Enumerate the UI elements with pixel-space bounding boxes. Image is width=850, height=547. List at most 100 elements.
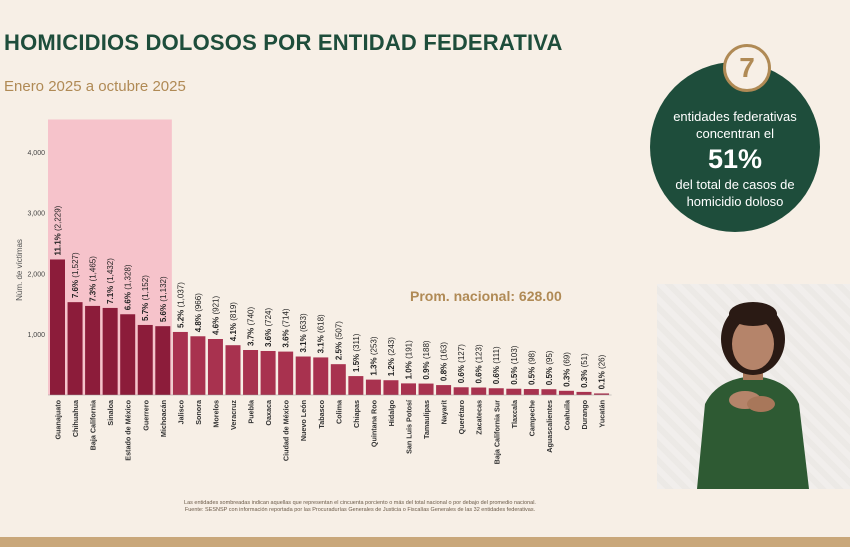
bar bbox=[348, 376, 364, 395]
x-tick-label: Querétaro bbox=[457, 399, 466, 434]
data-label-value: (714) bbox=[282, 308, 291, 327]
data-label-percent: 0.6% bbox=[457, 363, 466, 383]
data-label: 11.1% (2,229) bbox=[54, 205, 63, 255]
data-label: 3.7% (740) bbox=[247, 307, 256, 346]
x-tick-label: Yucatán bbox=[598, 400, 607, 428]
data-label-value: (724) bbox=[264, 308, 273, 327]
data-label: 3.6% (714) bbox=[282, 308, 291, 347]
data-label: 3.1% (618) bbox=[317, 314, 326, 353]
bar bbox=[313, 357, 329, 395]
data-label-value: (311) bbox=[352, 333, 361, 351]
data-label: 1.5% (311) bbox=[352, 333, 361, 372]
y-tick-label: 2,000 bbox=[27, 271, 45, 278]
data-label: 5.2% (1,037) bbox=[176, 282, 185, 328]
data-label: 4.1% (819) bbox=[229, 302, 238, 341]
bar bbox=[488, 388, 504, 395]
data-label-percent: 5.7% bbox=[141, 300, 150, 320]
x-tick-label: Ciudad de México bbox=[282, 399, 291, 461]
x-tick-label: Coahuila bbox=[562, 399, 571, 430]
bar bbox=[260, 350, 276, 395]
data-label-percent: 0.3% bbox=[580, 367, 589, 387]
data-label: 0.5% (95) bbox=[545, 350, 554, 385]
data-label-percent: 0.6% bbox=[492, 364, 501, 384]
footnote: Las entidades sombreadas indican aquella… bbox=[120, 500, 600, 514]
data-label: 3.1% (633) bbox=[299, 313, 308, 352]
x-tick-label: Jalisco bbox=[176, 399, 185, 424]
x-tick-label: Puebla bbox=[247, 399, 256, 424]
data-label-value: (127) bbox=[457, 344, 466, 363]
data-label: 1.2% (243) bbox=[387, 337, 396, 376]
data-label-percent: 7.1% bbox=[106, 283, 115, 303]
bar bbox=[207, 339, 223, 395]
x-tick-label: Tlaxcala bbox=[510, 399, 519, 428]
page-subtitle: Enero 2025 a octubre 2025 bbox=[4, 78, 186, 95]
data-label-value: (98) bbox=[527, 350, 536, 365]
data-label-percent: 4.8% bbox=[194, 312, 203, 332]
bar-chart: Núm. de víctimas 1,000 2,000 3,000 4,000 11.1… bbox=[15, 119, 612, 465]
data-label-percent: 3.7% bbox=[247, 326, 256, 346]
data-label-percent: 3.6% bbox=[264, 327, 273, 347]
data-label-percent: 7.6% bbox=[71, 278, 80, 298]
data-label-percent: 0.8% bbox=[440, 361, 449, 381]
data-label-value: (26) bbox=[598, 354, 607, 369]
data-label-value: (95) bbox=[545, 350, 554, 365]
national-average-label: Prom. nacional: 628.00 bbox=[410, 288, 562, 304]
data-label: 3.6% (724) bbox=[264, 308, 273, 347]
bar bbox=[418, 383, 434, 395]
data-label-value: (51) bbox=[580, 353, 589, 368]
y-tick-label: 3,000 bbox=[27, 211, 45, 218]
data-label-percent: 0.5% bbox=[527, 365, 536, 385]
y-tick-label: 4,000 bbox=[27, 150, 45, 157]
data-label: 0.9% (188) bbox=[422, 340, 431, 379]
data-label: 6.6% (1,328) bbox=[124, 264, 133, 310]
data-label-value: (740) bbox=[247, 307, 256, 326]
x-tick-label: Sonora bbox=[194, 399, 203, 425]
footnote-line2: Fuente: SESNSP con información reportada… bbox=[184, 507, 536, 513]
data-label: 0.3% (51) bbox=[580, 353, 589, 388]
data-label-value: (618) bbox=[317, 314, 326, 333]
bar bbox=[383, 380, 399, 395]
bar bbox=[506, 388, 522, 395]
data-label-percent: 3.1% bbox=[317, 333, 326, 353]
bar bbox=[190, 336, 206, 395]
data-label: 2.5% (507) bbox=[334, 321, 343, 360]
data-label-percent: 3.1% bbox=[299, 332, 308, 352]
data-label-value: (111) bbox=[492, 346, 501, 364]
data-label-value: (1,527) bbox=[71, 252, 80, 278]
data-label-value: (123) bbox=[475, 344, 484, 363]
bar bbox=[295, 356, 311, 395]
data-label: 4.8% (966) bbox=[194, 293, 203, 332]
bar bbox=[278, 351, 294, 395]
data-label-percent: 4.1% bbox=[229, 321, 238, 341]
x-tick-label: Oaxaca bbox=[264, 399, 273, 426]
callout-line2: del total de casos de homicidio doloso bbox=[675, 177, 795, 209]
bar bbox=[225, 345, 241, 395]
data-label-value: (188) bbox=[422, 340, 431, 359]
bar bbox=[594, 393, 610, 395]
bar bbox=[50, 259, 65, 395]
data-label-percent: 0.9% bbox=[422, 359, 431, 379]
data-label-percent: 2.5% bbox=[334, 340, 343, 360]
x-tick-label: Guanajuato bbox=[54, 399, 63, 439]
x-tick-label: Michoacán bbox=[159, 400, 168, 437]
data-label: 0.3% (69) bbox=[562, 352, 571, 387]
x-tick-label: Nayarit bbox=[440, 399, 449, 424]
bar bbox=[172, 331, 188, 395]
data-label-value: (243) bbox=[387, 337, 396, 356]
data-label-value: (69) bbox=[562, 352, 571, 367]
x-tick-label: Quintana Roo bbox=[369, 399, 378, 447]
callout-percent: 51% bbox=[707, 144, 763, 174]
data-label-value: (253) bbox=[369, 336, 378, 355]
bar bbox=[67, 302, 83, 395]
data-label-value: (1,328) bbox=[124, 264, 133, 290]
bar bbox=[541, 389, 557, 395]
x-tick-label: Tabasco bbox=[317, 399, 326, 428]
x-tick-label: Campeche bbox=[527, 400, 536, 436]
bar bbox=[120, 314, 136, 395]
data-label-value: (1,037) bbox=[176, 282, 185, 308]
callout-line1: entidades federativas concentran el bbox=[673, 109, 797, 141]
bar bbox=[523, 389, 539, 395]
x-tick-label: Tamaulipas bbox=[422, 400, 431, 439]
x-tick-label: Veracruz bbox=[229, 400, 238, 430]
x-tick-label: Baja California Sur bbox=[492, 400, 501, 465]
